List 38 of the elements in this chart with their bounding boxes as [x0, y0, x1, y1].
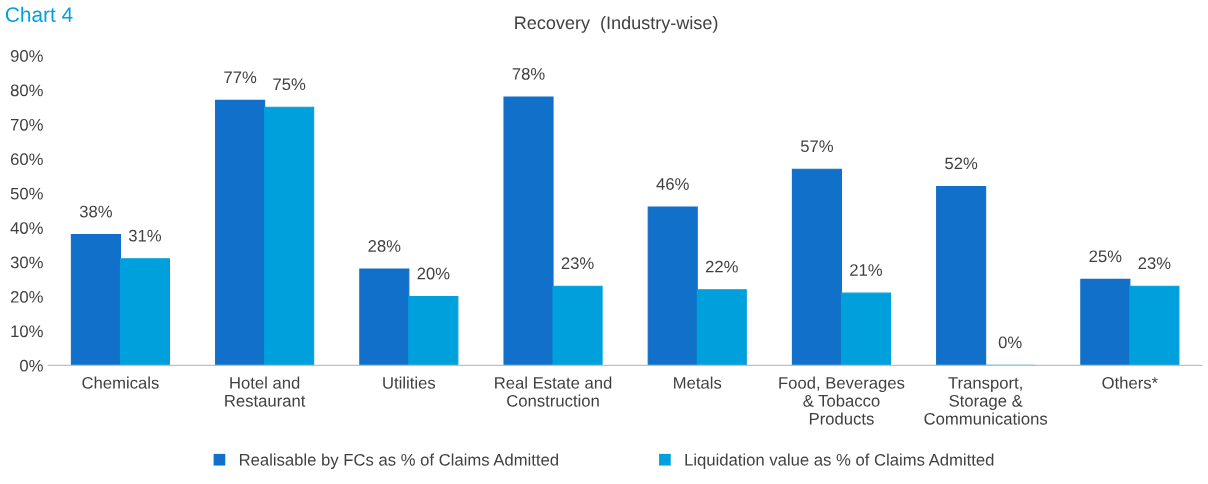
data-label: 23%: [1138, 257, 1171, 270]
data-label: 78%: [512, 67, 545, 80]
y-tick-label: 50%: [10, 187, 43, 200]
data-label: 52%: [945, 157, 978, 170]
data-label: 28%: [368, 240, 401, 252]
x-tick-label: Transport, Storage & Communications: [924, 377, 1048, 425]
legend-label: Liquidation value as % of Claims Admitted: [685, 453, 994, 469]
legend-label: Realisable by FCs as % of Claims Admitted: [239, 453, 559, 469]
x-tick-label: Chemicals: [82, 376, 159, 389]
y-tick-label: 30%: [10, 256, 43, 269]
x-tick-label: Utilities: [383, 376, 436, 389]
data-label: 22%: [705, 260, 738, 273]
data-label: 77%: [224, 71, 257, 84]
y-tick-label: 40%: [10, 222, 43, 234]
x-tick-label: Others*: [1102, 376, 1158, 389]
y-tick-label: 70%: [10, 118, 43, 131]
y-tick-label: 20%: [10, 290, 43, 303]
x-tick-label: Food, Beverages & Tobacco Products: [779, 376, 905, 425]
data-label: 0%: [998, 336, 1022, 349]
y-tick-label: 80%: [10, 84, 43, 97]
data-label: 23%: [561, 257, 594, 270]
data-label: 25%: [1089, 250, 1122, 263]
data-label: 46%: [656, 178, 689, 190]
x-tick-label: Metals: [674, 376, 722, 389]
y-tick-label: 0%: [20, 359, 43, 372]
y-tick-label: 10%: [11, 325, 43, 338]
chart-title: Recovery (Industry-wise): [515, 15, 718, 33]
data-label: 75%: [273, 78, 306, 91]
data-label: 31%: [128, 229, 162, 242]
x-tick-label: Hotel and Restaurant: [225, 376, 306, 407]
y-tick-label: 90%: [10, 50, 43, 62]
data-label: 38%: [79, 205, 112, 218]
y-tick-label: 60%: [10, 153, 43, 166]
data-label: 21%: [850, 264, 883, 276]
data-label: 57%: [800, 140, 834, 153]
caption: Chart 4: [5, 6, 73, 22]
data-label: 20%: [417, 267, 450, 280]
x-tick-label: Real Estate and Construction: [495, 376, 612, 407]
